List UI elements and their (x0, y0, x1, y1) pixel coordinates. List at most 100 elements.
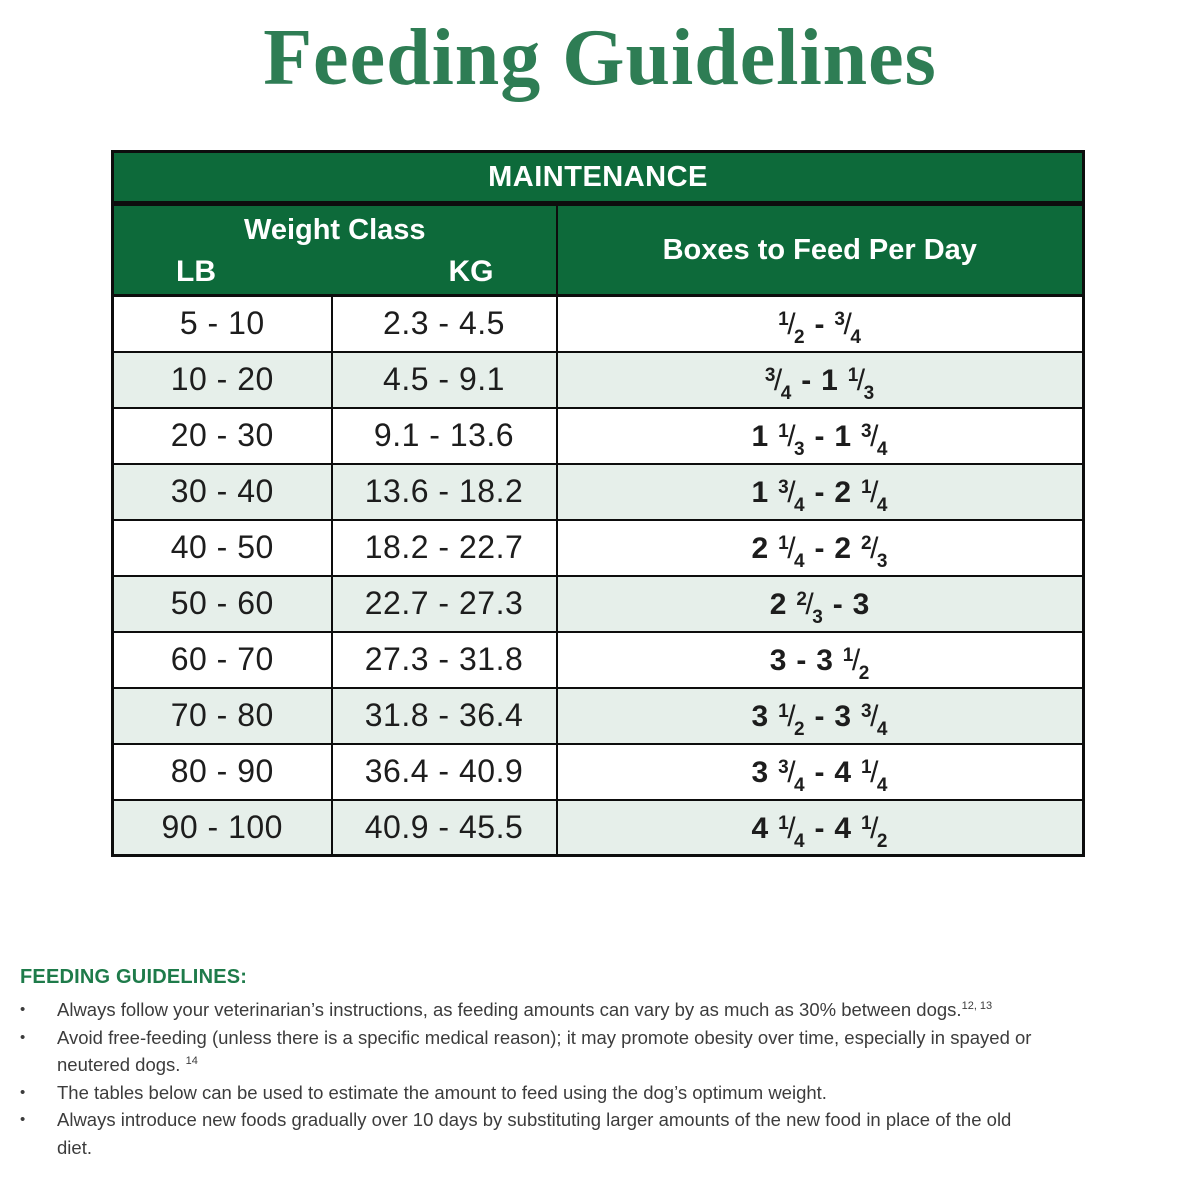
bullet-icon: • (20, 1028, 26, 1046)
fraction: 1/3 (778, 420, 806, 460)
lb-value: 60 - 70 (111, 630, 333, 689)
range-dash: - (814, 476, 826, 509)
lb-value: 10 - 20 (111, 350, 333, 409)
fraction: 1/2 (860, 811, 888, 852)
kg-value: 18.2 - 22.7 (330, 518, 558, 577)
fraction: 1/4 (860, 476, 888, 516)
guidelines-heading: FEEDING GUIDELINES: (20, 966, 248, 988)
boxes-value: 3 3/4 - 4 1/4 (555, 742, 1085, 801)
whole-number: 3 (751, 756, 769, 789)
boxes-value: 2 1/4 - 2 2/3 (555, 518, 1085, 577)
boxes-value: 1/2 - 3/4 (555, 294, 1085, 353)
whole-number: 1 (751, 420, 769, 453)
fraction: 3/4 (764, 364, 792, 404)
fraction: 1/4 (778, 811, 806, 852)
table-row: 60 - 70 27.3 - 31.8 3 - 3 1/2 (111, 630, 1085, 689)
range-dash: - (801, 364, 812, 397)
range-dash: - (832, 588, 844, 621)
boxes-value: 1 3/4 - 2 1/4 (555, 462, 1085, 521)
range-dash: - (814, 756, 826, 789)
kg-value: 40.9 - 45.5 (330, 798, 558, 857)
table-row: 40 - 50 18.2 - 22.7 2 1/4 - 2 2/3 (111, 518, 1085, 577)
fraction: 1/4 (860, 756, 888, 796)
guideline-text: The tables below can be used to estimate… (57, 1081, 827, 1103)
footnote-ref: 14 (185, 1054, 198, 1067)
range-dash: - (814, 700, 826, 733)
lb-value: 30 - 40 (111, 462, 333, 521)
lb-value: 20 - 30 (111, 406, 333, 465)
table-title-row: MAINTENANCE (111, 150, 1085, 206)
fraction: 3/4 (778, 476, 806, 516)
table-body: 5 - 10 2.3 - 4.5 1/2 - 3/4 10 - 20 4.5 - 9.1… (111, 294, 1085, 857)
fraction: 3/4 (860, 700, 888, 740)
table-row: 80 - 90 36.4 - 40.9 3 3/4 - 4 1/4 (111, 742, 1085, 801)
kg-value: 31.8 - 36.4 (330, 686, 558, 745)
kg-value: 22.7 - 27.3 (330, 574, 558, 633)
lb-value: 80 - 90 (111, 742, 333, 801)
maintenance-table: MAINTENANCE Weight Class LB KG Boxes to … (111, 150, 1086, 857)
table-header-maintenance: MAINTENANCE (111, 150, 1085, 206)
boxes-value: 3 1/2 - 3 3/4 (555, 686, 1085, 745)
kg-value: 36.4 - 40.9 (330, 742, 558, 801)
lb-value: 40 - 50 (111, 518, 333, 577)
table-row: 10 - 20 4.5 - 9.1 3/4 - 1 1/3 (111, 350, 1085, 409)
table-row: 70 - 80 31.8 - 36.4 3 1/2 - 3 3/4 (111, 686, 1085, 745)
whole-number: 2 (769, 588, 787, 621)
guideline-text: Always introduce new foods gradually ove… (57, 1109, 1012, 1158)
kg-value: 13.6 - 18.2 (330, 462, 558, 521)
boxes-value: 3/4 - 1 1/3 (555, 350, 1085, 409)
whole-number: 3 (769, 644, 787, 677)
boxes-column-header: Boxes to Feed Per Day (555, 202, 1085, 297)
whole-number: 3 (751, 700, 769, 733)
bullet-icon: • (20, 1111, 26, 1128)
table-row: 50 - 60 22.7 - 27.3 2 2/3 - 3 (111, 574, 1085, 633)
whole-number: 1 (834, 420, 852, 453)
guideline-item: • Always follow your veterinarian’s instr… (20, 996, 1185, 1024)
fraction: 2/3 (860, 532, 888, 572)
fraction: 1/2 (842, 644, 870, 684)
kg-value: 2.3 - 4.5 (330, 294, 558, 353)
fraction: 3/4 (834, 308, 862, 349)
fraction: 3/4 (860, 420, 888, 460)
fraction: 1/2 (778, 700, 806, 740)
guidelines-section: FEEDING GUIDELINES: • Always follow your … (20, 966, 1185, 1161)
range-dash: - (814, 308, 826, 342)
guideline-item: • Avoid free-feeding (unless there is a s… (20, 1024, 1185, 1079)
boxes-value: 2 2/3 - 3 (555, 574, 1085, 633)
guideline-item: • Always introduce new foods gradually ov… (20, 1106, 1185, 1161)
whole-number: 4 (751, 811, 769, 845)
boxes-value: 4 1/4 - 4 1/2 (555, 798, 1085, 857)
guidelines-list: • Always follow your veterinarian’s instr… (20, 996, 1185, 1161)
fraction: 1/2 (778, 308, 806, 349)
whole-number: 2 (751, 532, 769, 565)
kg-value: 9.1 - 13.6 (330, 406, 558, 465)
fraction: 1/3 (847, 364, 875, 404)
column-header-row: Weight Class LB KG Boxes to Feed Per Day (111, 202, 1085, 297)
kg-column-header: KG (448, 254, 494, 288)
bullet-icon: • (20, 1001, 26, 1018)
whole-number: 3 (834, 700, 852, 733)
table-row: 20 - 30 9.1 - 13.6 1 1/3 - 1 3/4 (111, 406, 1085, 465)
whole-number: 4 (834, 756, 852, 789)
weight-units-row: LB KG (114, 247, 556, 289)
kg-value: 27.3 - 31.8 (330, 630, 558, 689)
lb-value: 70 - 80 (111, 686, 333, 745)
boxes-value: 1 1/3 - 1 3/4 (555, 406, 1085, 465)
range-dash: - (814, 420, 826, 453)
weight-class-label: Weight Class (243, 213, 426, 246)
lb-value: 5 - 10 (111, 294, 333, 353)
lb-value: 50 - 60 (111, 574, 333, 633)
footnote-ref: 12, 13 (961, 999, 993, 1012)
guideline-text: Always follow your veterinarian’s instru… (57, 999, 993, 1020)
table-row: 90 - 100 40.9 - 45.5 4 1/4 - 4 1/2 (111, 798, 1085, 857)
guideline-item: • The tables below can be used to estimat… (20, 1079, 1185, 1107)
whole-number: 1 (751, 476, 769, 509)
lb-column-header: LB (176, 254, 216, 288)
whole-number: 2 (834, 476, 852, 509)
fraction: 1/4 (778, 532, 806, 572)
whole-number: 2 (834, 532, 852, 565)
range-dash: - (796, 644, 807, 677)
whole-number: 1 (821, 364, 839, 397)
range-dash: - (814, 811, 826, 845)
